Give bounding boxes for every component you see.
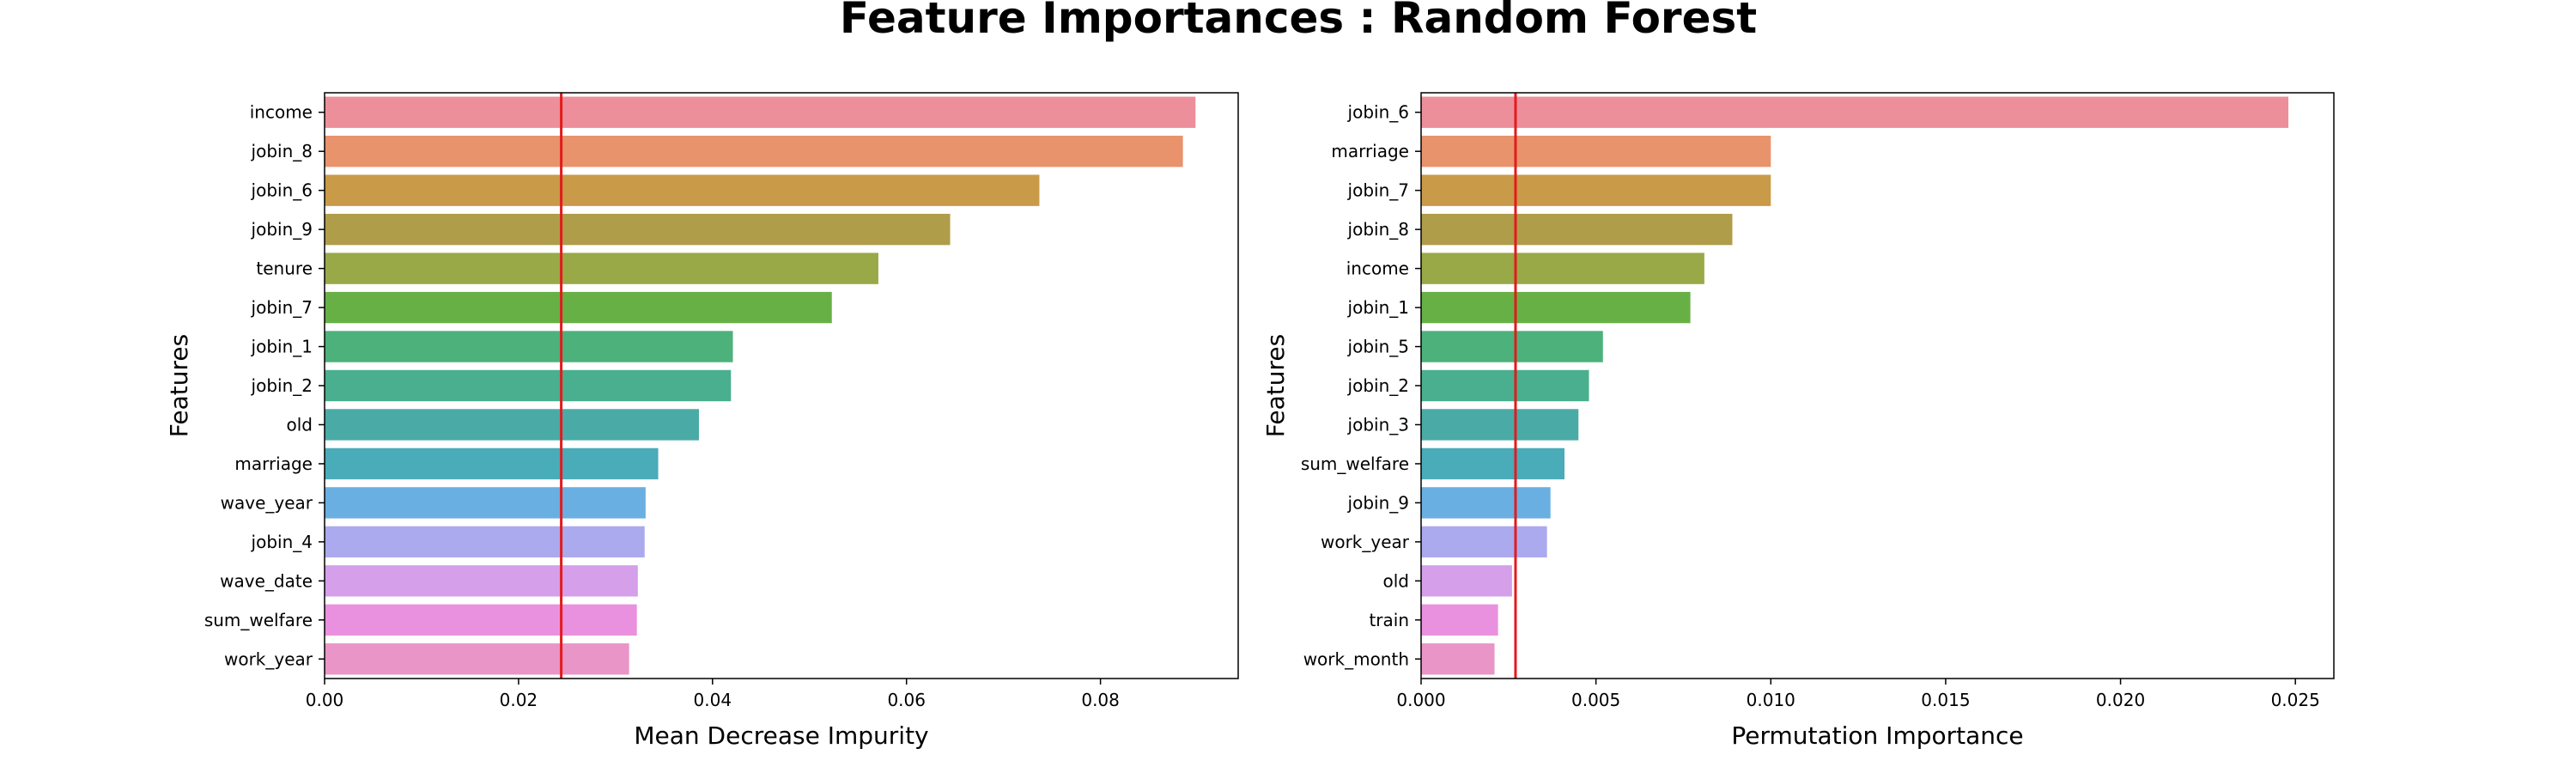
x-tick-label: 0.020 [2096, 690, 2145, 710]
y-tick-label: wave_year [221, 492, 313, 513]
y-tick-label: work_month [1303, 648, 1409, 669]
bar-income [1421, 253, 1704, 284]
bar-jobin_7 [325, 291, 832, 324]
bar-jobin_6 [1421, 96, 2289, 128]
bar-marriage [325, 447, 659, 480]
plot-frame [1420, 92, 2335, 679]
x-tick-label: 0.005 [1571, 690, 1620, 710]
bar-jobin_1 [1421, 291, 1691, 324]
bar-marriage [1421, 136, 1771, 167]
y-tick-label: jobin_2 [251, 375, 313, 396]
y-tick-label: jobin_1 [1347, 297, 1409, 318]
bar-work_year [1421, 526, 1547, 558]
bar-jobin_9 [1421, 487, 1551, 519]
bar-jobin_5 [1421, 331, 1603, 362]
x-tick-label: 0.015 [1921, 690, 1970, 710]
bar-jobin_6 [325, 174, 1040, 206]
y-tick-label: jobin_5 [1347, 337, 1409, 357]
y-tick-label: jobin_9 [251, 219, 313, 240]
bar-jobin_1 [325, 331, 733, 362]
bar-jobin_7 [1421, 174, 1771, 206]
x-tick-label: 0.04 [694, 690, 732, 710]
y-tick-label: income [1346, 259, 1409, 279]
figure-title: Feature Importances : Random Forest [840, 0, 1757, 43]
y-tick-label: sum_welfare [204, 610, 313, 630]
bar-jobin_9 [325, 213, 951, 246]
y-tick-label: sum_welfare [1301, 453, 1409, 474]
y-tick-label: marriage [234, 453, 313, 474]
y-tick-label: old [287, 414, 313, 435]
bar-jobin_8 [325, 136, 1183, 167]
plot-frame [324, 92, 1239, 679]
x-tick-label: 0.010 [1747, 690, 1795, 710]
y-tick-label: old [1383, 570, 1410, 591]
y-tick-label: jobin_2 [1347, 375, 1409, 396]
bar-tenure [325, 253, 878, 284]
y-tick-label: jobin_3 [1347, 414, 1409, 435]
y-tick-label: jobin_6 [251, 180, 313, 201]
y-tick-label: work_year [1321, 532, 1410, 552]
bar-income [325, 96, 1196, 128]
y-tick-label: wave_date [220, 570, 313, 591]
y-tick-label: marriage [1331, 141, 1409, 161]
bar-work_month [1421, 643, 1495, 675]
bar-jobin_3 [1421, 409, 1579, 441]
x-axis-label: Mean Decrease Impurity [634, 721, 928, 750]
y-tick-label: jobin_9 [1347, 492, 1409, 513]
y-axis-label: Features [165, 334, 193, 437]
y-tick-label: jobin_4 [251, 532, 313, 552]
y-tick-label: income [250, 102, 313, 123]
y-tick-label: jobin_7 [1347, 180, 1409, 201]
bar-sum_welfare [325, 604, 637, 636]
y-tick-label: jobin_8 [251, 141, 313, 161]
bar-jobin_4 [325, 526, 645, 558]
bar-old [325, 409, 699, 441]
bar-wave_year [325, 487, 646, 519]
bar-jobin_2 [1421, 369, 1589, 402]
y-tick-label: jobin_7 [251, 297, 313, 318]
y-tick-label: work_year [224, 648, 313, 669]
y-tick-label: tenure [256, 259, 313, 279]
x-tick-label: 0.025 [2271, 690, 2320, 710]
y-axis-label: Features [1261, 334, 1290, 437]
y-tick-label: jobin_6 [1347, 102, 1409, 123]
bar-old [1421, 565, 1512, 597]
x-tick-label: 0.00 [306, 690, 344, 710]
y-tick-label: train [1369, 610, 1409, 630]
x-tick-label: 0.08 [1081, 690, 1120, 710]
y-tick-label: jobin_1 [251, 337, 313, 357]
x-tick-label: 0.000 [1396, 690, 1445, 710]
x-tick-label: 0.06 [887, 690, 926, 710]
bar-jobin_2 [325, 369, 732, 402]
bar-jobin_8 [1421, 213, 1733, 246]
bar-sum_welfare [1421, 447, 1564, 480]
bar-work_year [325, 643, 629, 675]
x-tick-label: 0.02 [500, 690, 538, 710]
y-tick-label: jobin_8 [1347, 219, 1409, 240]
x-axis-label: Permutation Importance [1731, 721, 2023, 750]
bar-train [1421, 604, 1498, 636]
bar-wave_date [325, 565, 638, 597]
